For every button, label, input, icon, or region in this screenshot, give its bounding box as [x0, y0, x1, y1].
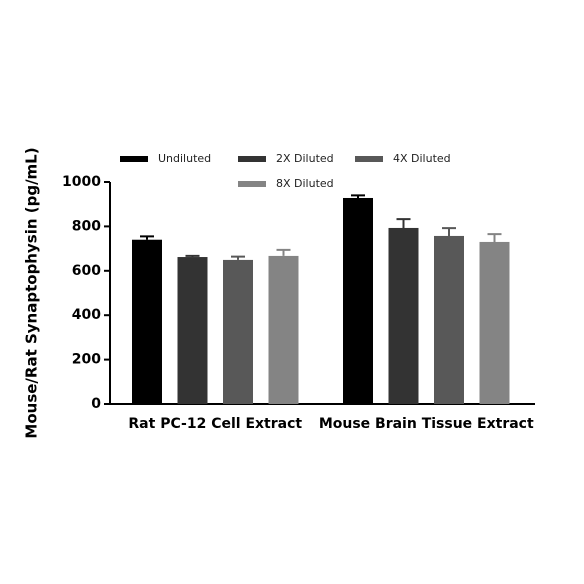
y-tick-label: 0	[91, 396, 101, 412]
error-bar	[185, 254, 200, 258]
bar	[343, 197, 373, 404]
error-bar	[276, 248, 291, 256]
error-bar	[396, 218, 411, 228]
bar	[268, 255, 299, 404]
bar	[388, 227, 419, 404]
legend-label: 4X Diluted	[393, 152, 451, 165]
legend-swatch	[120, 156, 148, 162]
bar	[177, 257, 208, 404]
legend-swatch	[238, 181, 266, 187]
legend-label: Undiluted	[158, 152, 211, 165]
bar	[132, 239, 162, 404]
bar	[434, 235, 464, 404]
x-tick-label: Rat PC-12 Cell Extract	[128, 416, 302, 432]
y-tick-label: 800	[72, 218, 101, 234]
legend-label: 2X Diluted	[276, 152, 334, 165]
error-bar	[442, 227, 456, 236]
x-tick-label: Mouse Brain Tissue Extract	[319, 416, 534, 432]
bar	[223, 259, 253, 404]
y-tick-label: 200	[72, 352, 101, 368]
legend-swatch	[355, 156, 383, 162]
error-bar	[140, 235, 154, 240]
bar	[479, 241, 510, 404]
error-bar	[231, 255, 245, 260]
error-bar	[487, 233, 502, 242]
y-axis-label: Mouse/Rat Synaptophysin (pg/mL)	[23, 147, 41, 438]
legend-swatch	[238, 156, 266, 162]
y-tick-label: 600	[72, 263, 101, 279]
y-tick-label: 1000	[62, 174, 101, 190]
error-bar	[351, 194, 365, 198]
legend-label: 8X Diluted	[276, 177, 334, 190]
y-tick-label: 400	[72, 307, 101, 323]
